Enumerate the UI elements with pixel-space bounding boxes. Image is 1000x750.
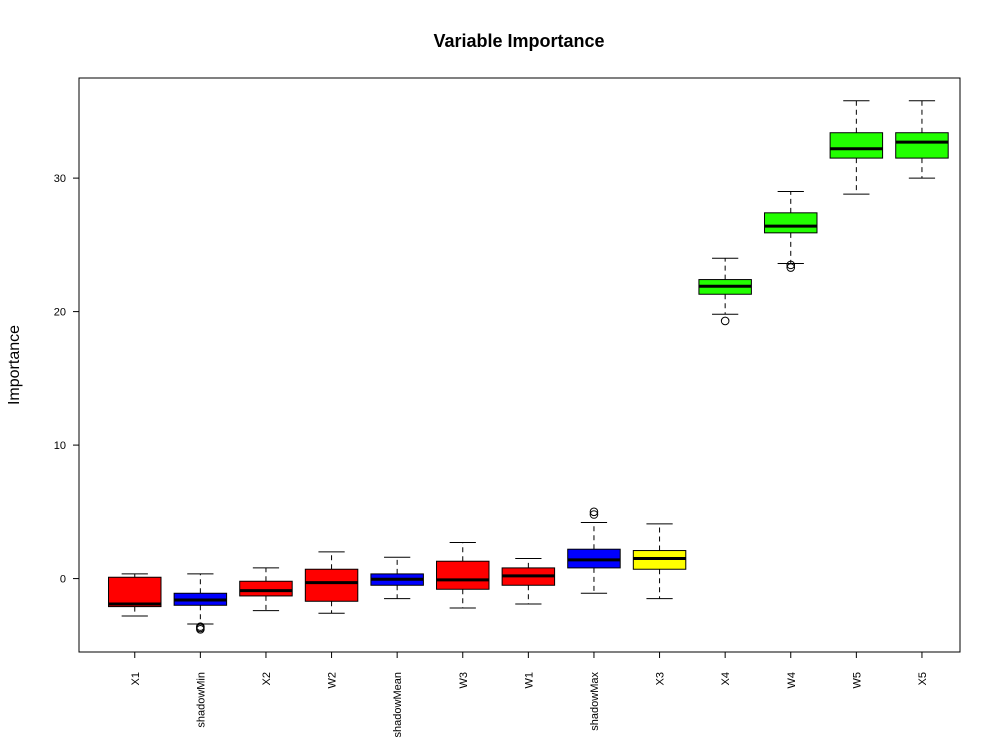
x-tick-label: W1 — [523, 672, 535, 689]
y-tick-label: 30 — [54, 173, 66, 185]
box-W5 — [829, 100, 884, 195]
x-tick-label: shadowMin — [195, 672, 207, 728]
x-tick-label: X3 — [655, 672, 667, 685]
outlier-point — [589, 507, 599, 517]
box-W3 — [436, 542, 490, 609]
box-X4 — [698, 257, 752, 326]
x-tick-label: W2 — [327, 672, 339, 689]
box-body — [895, 132, 949, 159]
x-tick-label: X4 — [720, 672, 732, 685]
box-body — [304, 568, 359, 602]
box-shadowMin — [173, 573, 228, 634]
x-tick-label: shadowMax — [589, 672, 601, 731]
box-W2 — [304, 551, 359, 614]
x-tick-label: X2 — [261, 672, 273, 685]
outlier-point — [786, 260, 796, 270]
outlier-point — [786, 263, 796, 272]
box-X5 — [895, 100, 949, 179]
box-W4 — [764, 190, 818, 272]
plot-frame — [78, 77, 961, 653]
box-shadowMax — [567, 507, 621, 594]
box-body — [108, 576, 162, 608]
box-X1 — [108, 573, 162, 617]
box-body — [436, 560, 490, 590]
x-tick-label: W5 — [851, 672, 863, 689]
box-body — [829, 132, 884, 159]
x-tick-label: X5 — [917, 672, 929, 685]
box-body — [764, 212, 818, 234]
y-axis-label: Importance — [6, 325, 23, 405]
box-body — [239, 580, 293, 597]
y-tick-label: 0 — [60, 574, 66, 586]
box-X2 — [239, 567, 293, 612]
outlier-point — [196, 623, 205, 633]
x-tick-label: W4 — [786, 672, 798, 689]
boxes — [108, 100, 949, 634]
outlier-point — [720, 316, 730, 326]
outlier-point — [589, 510, 599, 519]
box-W1 — [501, 558, 556, 605]
x-tick-label: W3 — [458, 672, 470, 689]
x-tick-label: X1 — [130, 672, 142, 685]
y-tick-label: 10 — [54, 440, 66, 452]
chart-title: Variable Importance — [433, 31, 604, 51]
box-X3 — [632, 523, 687, 600]
box-shadowMean — [370, 556, 424, 600]
x-axis-labels: X1 shadowMin X2 W2 shadowMean W3 W1 shadowMax X3… — [130, 652, 929, 737]
y-tick-label: 20 — [54, 307, 66, 319]
y-axis: 0 10 20 30 — [54, 173, 79, 586]
x-tick-label: shadowMean — [392, 672, 404, 737]
